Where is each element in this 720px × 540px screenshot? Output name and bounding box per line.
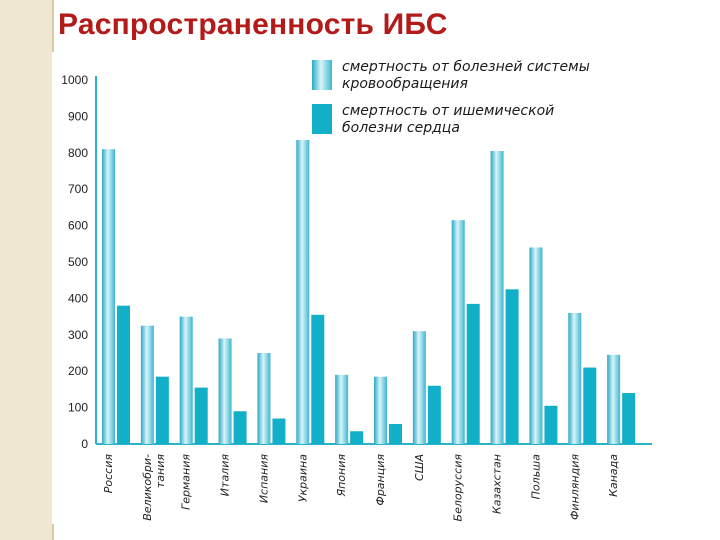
bar-ihd-mortality <box>583 367 597 444</box>
x-category-label: Польша <box>529 454 542 500</box>
decorative-side-stripe <box>0 0 52 540</box>
x-category-label: Финляндия <box>568 454 581 520</box>
x-category-label: Франция <box>374 454 387 506</box>
y-tick-label: 0 <box>81 437 88 451</box>
x-axis-labels: Россия Великобри-тания Германия Италия Испан… <box>102 454 620 522</box>
legend: смертность от болезней системыкровообращ… <box>312 59 590 136</box>
legend-swatch-ihd <box>312 104 332 134</box>
bar-circulatory-mortality <box>335 374 349 444</box>
bars <box>102 140 636 444</box>
x-category-label: Великобри- <box>141 454 154 521</box>
bar-ihd-mortality <box>272 418 286 444</box>
y-tick-label: 300 <box>68 328 88 342</box>
legend-label: болезни сердца <box>342 120 460 136</box>
bar-ihd-mortality <box>194 387 208 444</box>
x-category-label: Германия <box>180 454 193 510</box>
y-tick-label: 100 <box>68 401 88 415</box>
bar-circulatory-mortality <box>179 316 193 444</box>
bar-chart: 0 100 200 300 400 500 600 700 800 900 1000 Россия В… <box>61 59 652 522</box>
bar-circulatory-mortality <box>568 312 582 444</box>
x-category-label: Казахстан <box>491 454 504 514</box>
x-category-label: Италия <box>219 454 232 497</box>
x-category-label: США <box>413 454 426 481</box>
bar-ihd-mortality <box>427 385 441 444</box>
y-tick-label: 700 <box>68 182 88 196</box>
bar-circulatory-mortality <box>140 325 154 444</box>
bar-circulatory-mortality <box>374 376 387 444</box>
bar-ihd-mortality <box>350 431 364 444</box>
bar-ihd-mortality <box>311 314 325 444</box>
chart-panel: 0 100 200 300 400 500 600 700 800 900 1000 Россия В… <box>52 52 668 524</box>
y-tick-label: 400 <box>68 291 88 305</box>
y-tick-label: 800 <box>68 146 88 160</box>
legend-label: смертность от болезней системы <box>342 59 590 75</box>
bar-ihd-mortality <box>117 305 130 444</box>
bar-ihd-mortality <box>389 423 402 444</box>
bar-ihd-mortality <box>466 303 480 444</box>
x-category-label: Белоруссия <box>452 454 465 522</box>
bar-circulatory-mortality <box>451 220 465 444</box>
x-category-label: Россия <box>102 454 115 494</box>
page-title: Распространенность ИБС <box>58 8 448 41</box>
y-tick-label: 500 <box>68 255 88 269</box>
y-tick-label: 1000 <box>61 73 88 87</box>
x-category-label: Украина <box>296 454 309 502</box>
y-axis-ticks: 0 100 200 300 400 500 600 700 800 900 1000 <box>61 73 88 451</box>
legend-swatch-circulatory <box>312 60 332 90</box>
bar-circulatory-mortality <box>490 150 504 444</box>
x-category-label: тания <box>154 454 167 488</box>
bar-circulatory-mortality <box>529 247 543 444</box>
x-category-label: Испания <box>257 454 270 504</box>
bar-circulatory-mortality <box>412 331 426 444</box>
bar-circulatory-mortality <box>257 353 271 444</box>
bar-ihd-mortality <box>544 405 558 444</box>
bar-circulatory-mortality <box>296 140 310 444</box>
legend-label: смертность от ишемической <box>342 103 554 119</box>
bar-circulatory-mortality <box>607 354 621 444</box>
y-tick-label: 600 <box>68 219 88 233</box>
bar-ihd-mortality <box>505 289 519 444</box>
y-tick-label: 900 <box>68 109 88 123</box>
bar-ihd-mortality <box>155 376 169 444</box>
bar-circulatory-mortality <box>102 149 115 444</box>
y-tick-label: 200 <box>68 364 88 378</box>
x-category-label: Япония <box>335 454 348 498</box>
bar-circulatory-mortality <box>218 338 232 444</box>
x-category-label: Канада <box>607 454 620 497</box>
legend-label: кровообращения <box>342 76 468 92</box>
bar-ihd-mortality <box>233 411 247 444</box>
bar-ihd-mortality <box>622 393 636 444</box>
